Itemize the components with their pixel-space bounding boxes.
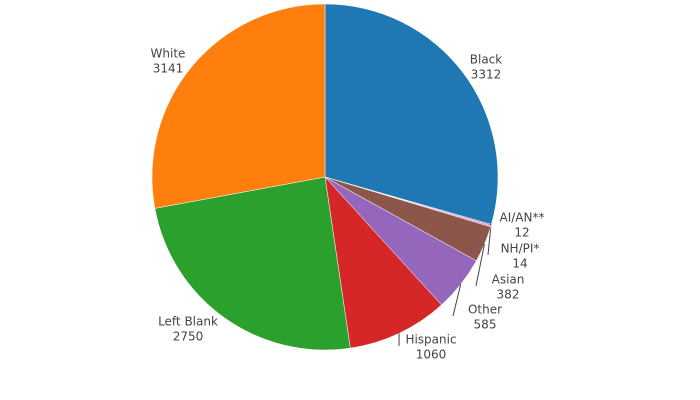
- slice-value: 2750: [173, 330, 204, 344]
- slice-label: AI/AN**: [500, 211, 545, 225]
- slice-value: 12: [514, 226, 529, 240]
- slice-value: 3141: [153, 62, 184, 76]
- pie-slice: [154, 176, 351, 351]
- leader-line: [487, 226, 492, 256]
- pie-slice: [324, 3, 499, 225]
- leader-line: [489, 223, 492, 226]
- slice-value: 585: [474, 318, 497, 332]
- slice-label: NH/PI*: [501, 242, 540, 256]
- slice-label: Left Blank: [158, 315, 218, 329]
- slice-value: 3312: [471, 68, 502, 82]
- slice-value: 382: [497, 288, 520, 302]
- slice-value: 14: [512, 257, 527, 271]
- pie-slice: [324, 176, 442, 349]
- leader-line: [452, 284, 462, 317]
- slice-label: Hispanic: [405, 333, 456, 347]
- slice-value: 1060: [416, 348, 447, 362]
- slice-label: Black: [470, 53, 503, 67]
- slice-label: Asian: [492, 273, 525, 287]
- slice-label: White: [151, 47, 186, 61]
- leader-line: [475, 244, 485, 287]
- slice-label: Other: [468, 303, 502, 317]
- pie-slice: [151, 3, 326, 209]
